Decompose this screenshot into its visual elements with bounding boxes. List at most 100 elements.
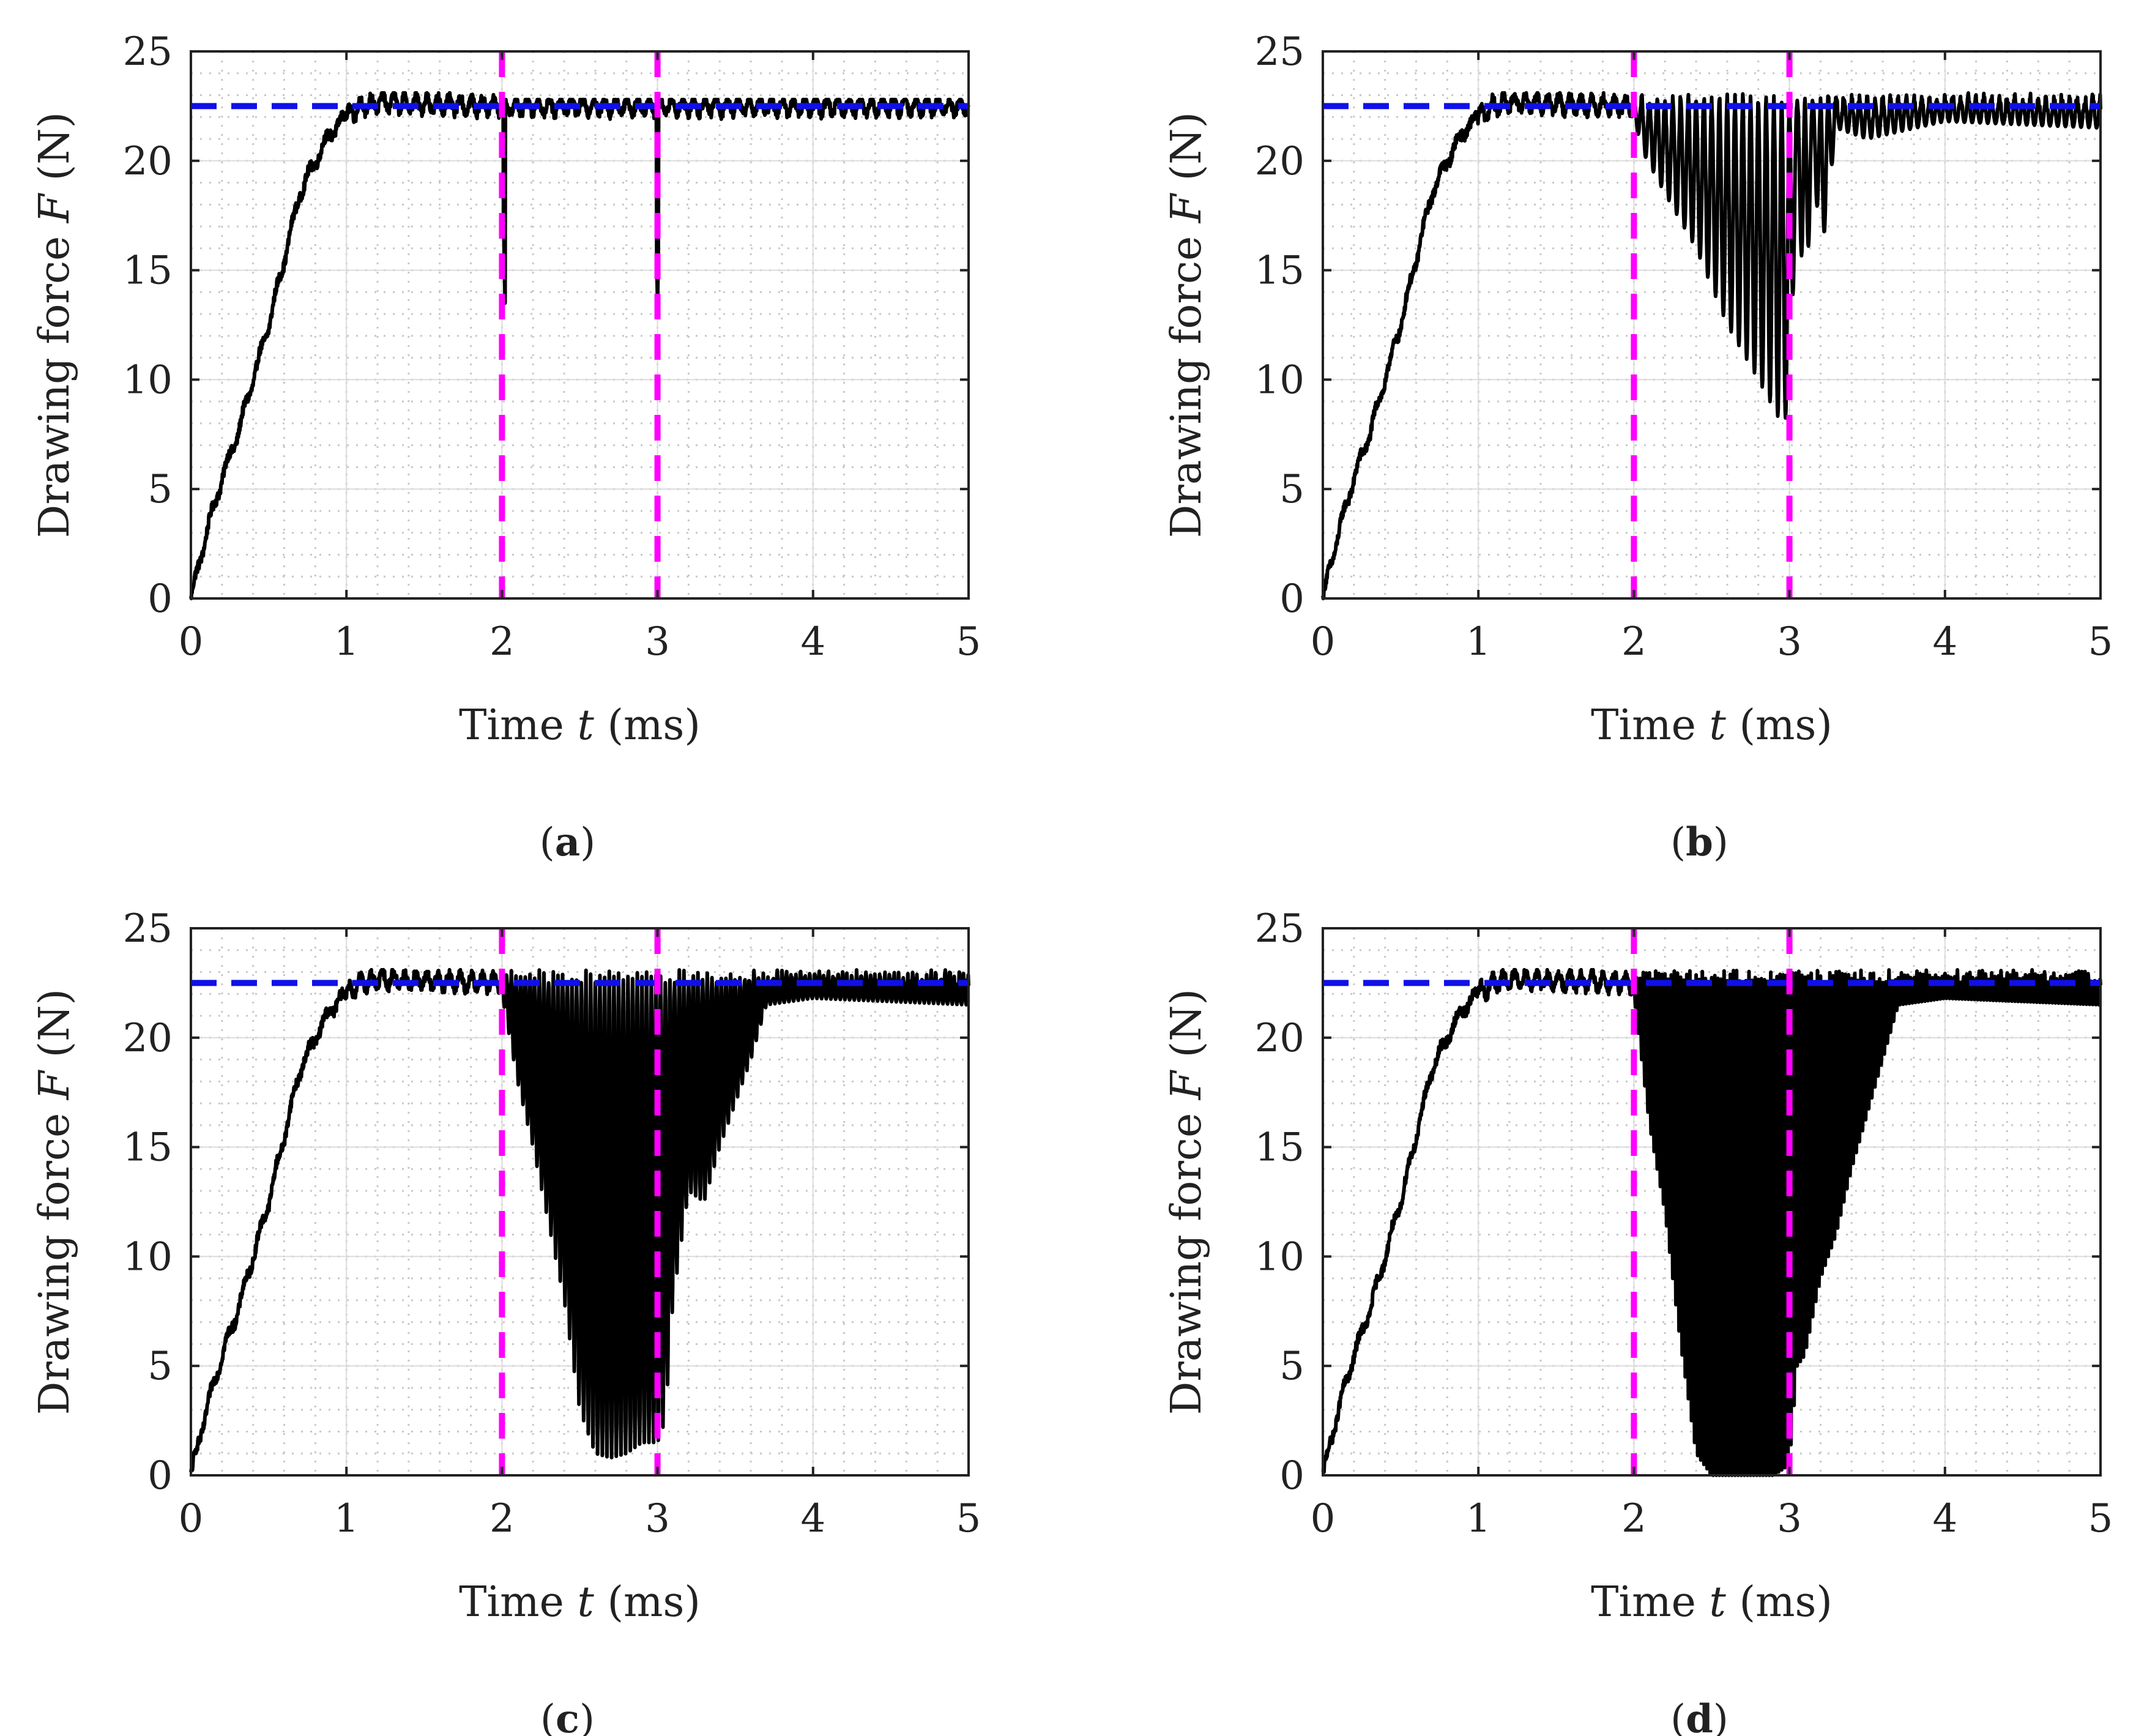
x-tick-label: 0	[179, 619, 204, 665]
x-axis-label: Time t (ms)	[1591, 1578, 1833, 1626]
x-axis-label-text: Time	[459, 1578, 577, 1626]
y-axis-label-unit: (N)	[1163, 989, 1211, 1071]
y-axis-label-variable: F	[31, 192, 79, 224]
y-axis-label-unit: (N)	[1163, 112, 1211, 194]
axes-frame	[1322, 927, 2102, 1477]
y-tick-label: 20	[1255, 139, 1304, 184]
panel-label-open: (	[540, 1697, 556, 1736]
x-axis-label: Time t (ms)	[459, 1578, 701, 1626]
x-axis-label-variable: t	[1710, 1578, 1727, 1626]
panel-label-open: (	[540, 820, 555, 865]
y-tick-label: 5	[147, 1344, 173, 1389]
y-tick-label: 15	[123, 248, 173, 294]
minor-grid	[190, 50, 970, 600]
x-tick-label: 1	[334, 1496, 359, 1541]
panel-label-close: )	[580, 820, 595, 865]
y-axis-label-unit: (N)	[31, 112, 79, 194]
x-tick-label: 4	[1932, 1496, 1957, 1541]
y-tick-label: 10	[1255, 357, 1304, 403]
chart-panel-c: 0 1 2 3 4 5 0 5 10 15 20 25 Time t (ms) Drawing force…	[31, 906, 981, 1736]
x-axis-label-unit: (ms)	[594, 1578, 701, 1626]
y-axis-label-text: Drawing force	[31, 223, 79, 538]
x-axis-label-variable: t	[578, 701, 595, 750]
x-tick-label: 3	[645, 1496, 670, 1541]
x-tick-label: 3	[645, 619, 670, 665]
y-axis-label: Drawing force F (N)	[31, 989, 79, 1415]
y-tick-label: 25	[1255, 29, 1304, 75]
y-tick-label: 5	[147, 467, 173, 512]
x-tick-label: 2	[489, 1496, 515, 1541]
x-tick-label: 1	[334, 619, 359, 665]
y-tick-label: 0	[1279, 1453, 1304, 1499]
y-tick-label: 25	[1255, 906, 1304, 952]
y-axis-label-text: Drawing force	[1163, 1100, 1211, 1415]
panel-label-letter: c	[556, 1696, 579, 1736]
panel-label-close: )	[1713, 1697, 1729, 1736]
panel-label: (a)	[540, 819, 595, 865]
y-axis-label-variable: F	[31, 1069, 79, 1101]
panel-label-letter: b	[1686, 819, 1713, 865]
y-tick-label: 25	[123, 906, 173, 952]
y-tick-label: 5	[1279, 1344, 1304, 1389]
y-tick-label: 20	[123, 1016, 173, 1061]
y-tick-label: 5	[1279, 467, 1304, 512]
x-axis-label-variable: t	[1710, 701, 1727, 750]
chart-panel-b: 0 1 2 3 4 5 0 5 10 15 20 25 Time t (ms) Drawing force…	[1163, 29, 2113, 865]
y-tick-label: 15	[1255, 248, 1304, 294]
x-tick-label: 4	[800, 1496, 825, 1541]
x-tick-label: 0	[1311, 619, 1336, 665]
panel-label-letter: d	[1686, 1696, 1713, 1736]
axes-frame	[1322, 50, 2102, 600]
x-tick-label: 5	[956, 619, 981, 665]
x-axis-label: Time t (ms)	[459, 701, 701, 750]
drawing-force-series	[189, 91, 970, 600]
x-tick-label: 5	[2088, 619, 2113, 665]
x-tick-label: 3	[1777, 619, 1802, 665]
x-axis-label-text: Time	[1591, 1578, 1709, 1626]
x-tick-label: 2	[489, 619, 515, 665]
y-tick-label: 15	[123, 1125, 173, 1171]
x-axis-label-variable: t	[578, 1578, 595, 1626]
panel-label-close: )	[579, 1697, 595, 1736]
y-axis-label-variable: F	[1163, 1069, 1211, 1101]
panel-label: (c)	[540, 1696, 595, 1736]
x-axis-label-unit: (ms)	[1726, 701, 1833, 750]
x-axis-label-text: Time	[1591, 701, 1709, 750]
y-axis-label: Drawing force F (N)	[1163, 989, 1211, 1415]
y-tick-label: 0	[1279, 576, 1304, 622]
y-axis-label-unit: (N)	[31, 989, 79, 1071]
panel-label-open: (	[1670, 1697, 1686, 1736]
chart-panel-d: 0 1 2 3 4 5 0 5 10 15 20 25 Time t (ms) Drawing force…	[1163, 906, 2113, 1736]
x-tick-label: 3	[1777, 1496, 1802, 1541]
y-tick-label: 10	[123, 1234, 173, 1280]
y-tick-label: 15	[1255, 1125, 1304, 1171]
y-axis-label: Drawing force F (N)	[31, 112, 79, 538]
panel-label: (d)	[1670, 1696, 1729, 1736]
x-tick-label: 5	[956, 1496, 981, 1541]
y-tick-label: 0	[147, 576, 173, 622]
axes-frame	[190, 927, 970, 1477]
y-tick-label: 0	[147, 1453, 173, 1499]
drawing-force-series	[189, 967, 970, 1473]
y-axis-label-variable: F	[1163, 192, 1211, 224]
panel-label: (b)	[1670, 819, 1729, 865]
x-tick-label: 0	[1311, 1496, 1336, 1541]
x-tick-label: 5	[2088, 1496, 2113, 1541]
x-axis-label-unit: (ms)	[1726, 1578, 1833, 1626]
x-axis-label: Time t (ms)	[1591, 701, 1833, 750]
y-tick-label: 20	[123, 139, 173, 184]
chart-panel-a: 0 1 2 3 4 5 0 5 10 15 20 25 Time t (ms) Drawing force…	[31, 29, 981, 865]
axes-frame	[190, 50, 970, 600]
x-tick-label: 4	[1932, 619, 1957, 665]
x-tick-label: 2	[1621, 619, 1647, 665]
y-axis-label-text: Drawing force	[1163, 223, 1211, 538]
major-grid	[190, 51, 969, 599]
panel-label-letter: a	[555, 819, 580, 865]
x-tick-label: 4	[800, 619, 825, 665]
x-tick-label: 1	[1466, 619, 1491, 665]
panel-label-close: )	[1713, 820, 1729, 865]
y-axis-label: Drawing force F (N)	[1163, 112, 1211, 538]
x-tick-label: 2	[1621, 1496, 1647, 1541]
x-axis-label-text: Time	[459, 701, 577, 750]
